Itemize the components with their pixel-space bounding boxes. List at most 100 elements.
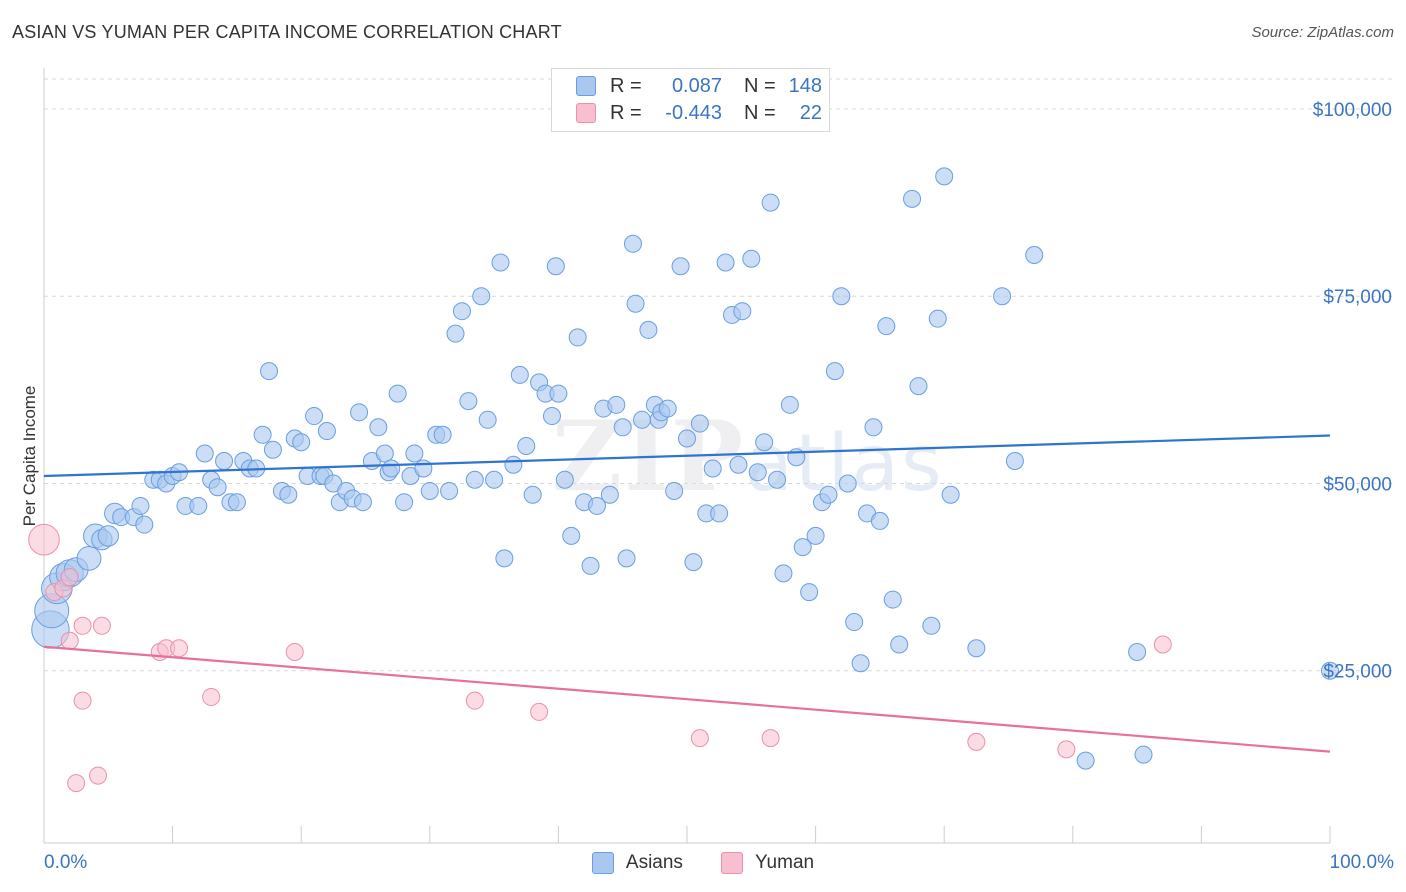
asian-point: [703, 459, 722, 478]
asian-trend-line: [43, 434, 1331, 478]
series-legend-asians: Asians: [591, 852, 683, 874]
asian-point: [613, 418, 632, 437]
trend-layer: [43, 434, 1331, 753]
asian-point: [517, 437, 536, 456]
asian-point: [729, 455, 748, 474]
asian-point: [388, 384, 407, 403]
asian-point: [504, 455, 523, 474]
asian-point: [195, 444, 214, 463]
yuman-point: [1057, 740, 1076, 759]
asian-point: [806, 526, 825, 545]
yuman-point: [1153, 635, 1172, 654]
asian-point: [420, 481, 439, 500]
asian-point: [405, 444, 424, 463]
asian-point: [678, 429, 696, 448]
yuman-n-label: N =: [744, 101, 776, 124]
asian-point: [76, 545, 102, 571]
series-legend-yuman: Yuman: [720, 852, 815, 874]
legend-row-yuman: R = -0.443 N = 22: [576, 100, 822, 126]
yuman-trend-line: [43, 645, 1331, 753]
y-axis-label: Per Capita Income: [20, 385, 39, 527]
yuman-point: [967, 732, 986, 751]
asian-point: [838, 474, 857, 493]
chart-title: ASIAN VS YUMAN PER CAPITA INCOME CORRELA…: [12, 22, 562, 42]
yuman-point: [202, 687, 221, 706]
y-tick-label: $100,000: [1313, 100, 1392, 121]
asian-point: [1321, 661, 1339, 680]
asian-point: [478, 410, 497, 429]
correlation-legend: R = 0.087 N = 148 R = -0.443 N = 22: [551, 68, 830, 132]
asian-point: [131, 496, 150, 515]
yuman-swatch: [576, 103, 596, 123]
yuman-legend-label: Yuman: [754, 852, 815, 873]
asian-point: [607, 395, 626, 414]
asians-r-label: R =: [610, 74, 642, 97]
y-tick-label: $75,000: [1323, 287, 1392, 308]
asian-point: [542, 407, 561, 426]
asian-point: [227, 493, 246, 512]
asian-point: [684, 553, 703, 572]
asian-point: [993, 287, 1012, 306]
watermark-atlas: atlas: [745, 419, 944, 509]
asian-point: [600, 485, 619, 504]
asian-point: [845, 613, 864, 632]
asian-point: [928, 309, 947, 328]
asian-point: [626, 294, 645, 313]
asian-point: [883, 590, 902, 609]
yuman-point: [60, 568, 79, 587]
asian-point: [774, 564, 793, 583]
yuman-point: [92, 616, 111, 635]
yuman-point: [73, 691, 92, 710]
asian-point: [260, 362, 279, 381]
asians-n-value: 148: [788, 74, 822, 97]
asian-point: [632, 410, 651, 429]
asian-point: [1076, 751, 1095, 770]
asian-point: [877, 317, 896, 336]
asian-point: [491, 253, 510, 272]
asian-point: [832, 287, 851, 306]
y-tick-label: $25,000: [1323, 662, 1392, 683]
asian-point: [851, 654, 870, 673]
asian-point: [671, 257, 690, 276]
asian-point: [495, 549, 514, 568]
yuman-point: [89, 766, 108, 785]
y-tick-label: $50,000: [1323, 474, 1392, 495]
asian-point: [690, 414, 709, 433]
yuman-point: [465, 691, 484, 710]
yuman-legend-swatch: [720, 852, 743, 874]
points-layer: [28, 167, 1339, 793]
series-legend: Asians Yuman: [0, 852, 1406, 874]
yuman-point: [28, 523, 60, 556]
legend-row-asians: R = 0.087 N = 148: [576, 73, 822, 99]
asian-point: [97, 525, 120, 547]
source-credit: Source: ZipAtlas.com: [1251, 24, 1394, 41]
asians-legend-swatch: [591, 852, 614, 874]
asian-point: [639, 320, 658, 339]
asian-point: [941, 485, 960, 504]
asian-point: [353, 493, 372, 512]
asian-point: [587, 496, 606, 515]
asians-r-value: 0.087: [671, 74, 722, 97]
yuman-point: [170, 639, 189, 658]
tick-label-layer: $25,000 $50,000 $75,000 $100,000: [1313, 100, 1392, 683]
asian-point: [382, 459, 401, 478]
asian-point: [780, 395, 799, 414]
grid-layer: [44, 78, 1392, 672]
asian-point: [733, 302, 752, 321]
asian-point: [665, 481, 684, 500]
asian-point: [658, 399, 677, 418]
axis-layer: [43, 68, 1331, 844]
asian-point: [279, 485, 298, 504]
asian-point: [864, 418, 883, 437]
asian-point: [562, 526, 581, 545]
asian-point: [208, 478, 227, 497]
asian-point: [317, 422, 336, 441]
asian-point: [716, 253, 735, 272]
asian-point: [800, 583, 819, 602]
asian-point: [793, 538, 812, 557]
asian-point: [617, 549, 636, 568]
asian-point: [452, 302, 471, 321]
asian-point: [305, 407, 324, 426]
asian-point: [395, 493, 414, 512]
